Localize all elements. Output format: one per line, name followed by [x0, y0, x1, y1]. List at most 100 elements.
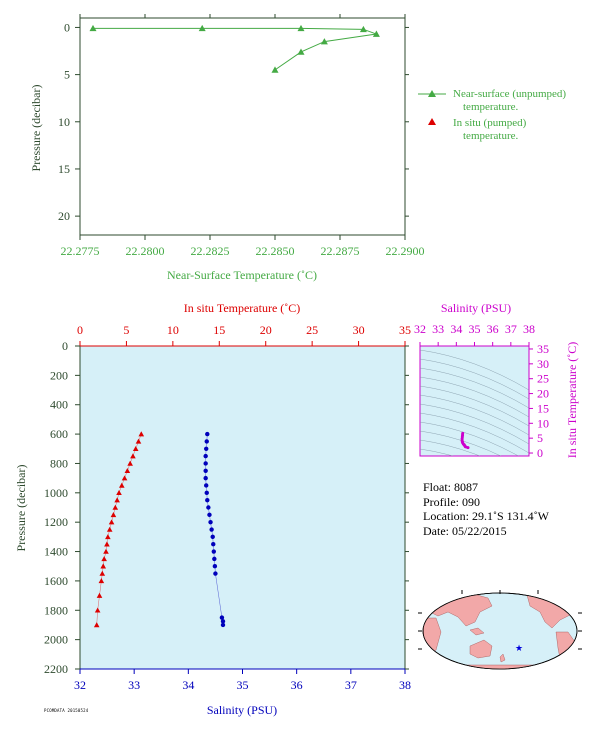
ts-plot-frame	[419, 345, 530, 457]
top-point-unpumped	[359, 25, 367, 33]
profile-number: Profile: 090	[423, 494, 480, 509]
salinity-point	[211, 542, 216, 547]
temperature-tick-label: 15	[213, 323, 225, 337]
temperature-point	[103, 548, 109, 554]
temperature-tick-label: 20	[260, 323, 272, 337]
float-info: Float: 8087 Profile: 090 Location: 29.1˚…	[423, 480, 549, 538]
top-point-unpumped	[372, 30, 380, 37]
top-point-unpumped	[320, 38, 328, 45]
salinity-point	[212, 564, 218, 569]
salinity-point	[204, 446, 209, 451]
profile-y-axis-label: Pressure (decibar)	[14, 465, 28, 552]
temperature-point	[99, 570, 106, 576]
temperature-ticks: 0 5 10 15 20 25 30 35	[77, 323, 411, 346]
pressure-tick-label: 600	[50, 427, 68, 441]
legend-label-unpumped-line2: temperature.	[463, 101, 519, 113]
ts-x-axis-label: Salinity (PSU)	[441, 301, 511, 315]
pressure-tick-label: 800	[50, 456, 68, 470]
ts-y-tick-label: 10	[537, 416, 549, 430]
legend-marker-unpumped	[428, 90, 436, 97]
salinity-tick-label: 32	[74, 678, 86, 692]
temperature-point	[138, 431, 145, 437]
top-y-axis-label: Pressure (decibar)	[29, 85, 43, 172]
ts-x-tick-label: 36	[487, 322, 499, 336]
ts-y-tick-label: 15	[537, 401, 549, 415]
map-new-zealand	[499, 653, 506, 663]
top-plot-frame	[79, 17, 406, 236]
salinity-point	[204, 490, 209, 496]
temperature-tick-label: 0	[77, 323, 83, 337]
temperature-point	[93, 622, 100, 628]
legend-label-pumped-line2: temperature.	[463, 130, 519, 142]
top-y-tick-label: 0	[64, 20, 70, 34]
top-x-tick-label: 22.2900	[386, 244, 425, 258]
temperature-point	[106, 526, 113, 532]
top-chart: 22.2775 22.2800 22.2825 22.2850 22.2875 22.29…	[29, 14, 566, 282]
pressure-tick-label: 200	[50, 368, 68, 382]
salinity-tick-label: 37	[345, 678, 357, 692]
salinity-point	[204, 439, 209, 444]
top-point-unpumped	[297, 48, 305, 55]
location-map: ★	[418, 590, 582, 670]
ts-x-tick-label: 34	[450, 322, 462, 336]
salinity-point	[204, 483, 209, 488]
top-y-tick-label: 15	[58, 162, 70, 176]
top-y-tick-label: 20	[58, 209, 70, 223]
temperature-point	[98, 578, 105, 584]
temperature-point	[104, 541, 110, 547]
ts-x-tick-label: 33	[432, 322, 444, 336]
temperature-tick-label: 5	[123, 323, 129, 337]
temperature-point	[132, 445, 139, 452]
temperature-axis-label: In situ Temperature (˚C)	[184, 301, 301, 315]
ts-contour	[420, 412, 529, 454]
top-point-unpumped	[198, 24, 206, 32]
pressure-tick-label: 0	[62, 339, 68, 353]
salinity-point	[203, 475, 208, 481]
temperature-tick-label: 10	[167, 323, 179, 337]
top-point-unpumped	[271, 66, 279, 73]
salinity-point	[206, 505, 211, 510]
profile-date: Date: 05/22/2015	[423, 523, 507, 538]
pressure-tick-label: 1000	[44, 486, 68, 500]
salinity-point	[207, 512, 212, 518]
top-x-tick-label: 22.2850	[256, 244, 295, 258]
top-x-tick-label: 22.2825	[191, 244, 230, 258]
ts-contour	[420, 385, 529, 427]
salinity-point	[210, 534, 215, 540]
ts-salinity-ticks: 32 33 34 35 36 37 38	[414, 322, 535, 346]
ts-point	[466, 446, 470, 450]
legend-marker-pumped	[428, 118, 436, 125]
temperature-tick-label: 35	[399, 323, 411, 337]
salinity-point	[203, 468, 208, 473]
ts-contour	[420, 421, 519, 456]
temperature-point	[100, 563, 107, 569]
top-x-axis-label: Near-Surface Temperature (˚C)	[167, 268, 317, 282]
salinity-tick-label: 34	[182, 678, 194, 692]
salinity-point	[212, 556, 217, 562]
pressure-tick-label: 2000	[44, 633, 68, 647]
temperature-point	[94, 607, 101, 613]
ts-contour	[420, 403, 529, 445]
top-x-tick-label: 22.2775	[61, 244, 100, 258]
salinity-tick-label: 38	[399, 678, 411, 692]
footer-code: PCOMDATA 20150524	[44, 708, 89, 713]
salinity-tick-label: 33	[128, 678, 140, 692]
ts-series	[460, 431, 470, 450]
ts-x-tick-label: 32	[414, 322, 426, 336]
salinity-point	[203, 453, 208, 459]
temperature-point	[105, 534, 111, 540]
map-ticks	[418, 590, 582, 650]
salinity-ticks: 32 33 34 35 36 37 38	[74, 669, 411, 692]
temperature-tick-label: 25	[306, 323, 318, 337]
salinity-point	[205, 497, 210, 503]
temperature-point	[114, 497, 120, 503]
top-line-unpumped	[93, 27, 377, 71]
salinity-point	[209, 527, 214, 532]
ts-x-tick-label: 35	[469, 322, 481, 336]
temperature-point	[135, 438, 142, 444]
float-location-marker: ★	[515, 643, 523, 653]
ts-y-tick-label: 30	[537, 357, 549, 371]
